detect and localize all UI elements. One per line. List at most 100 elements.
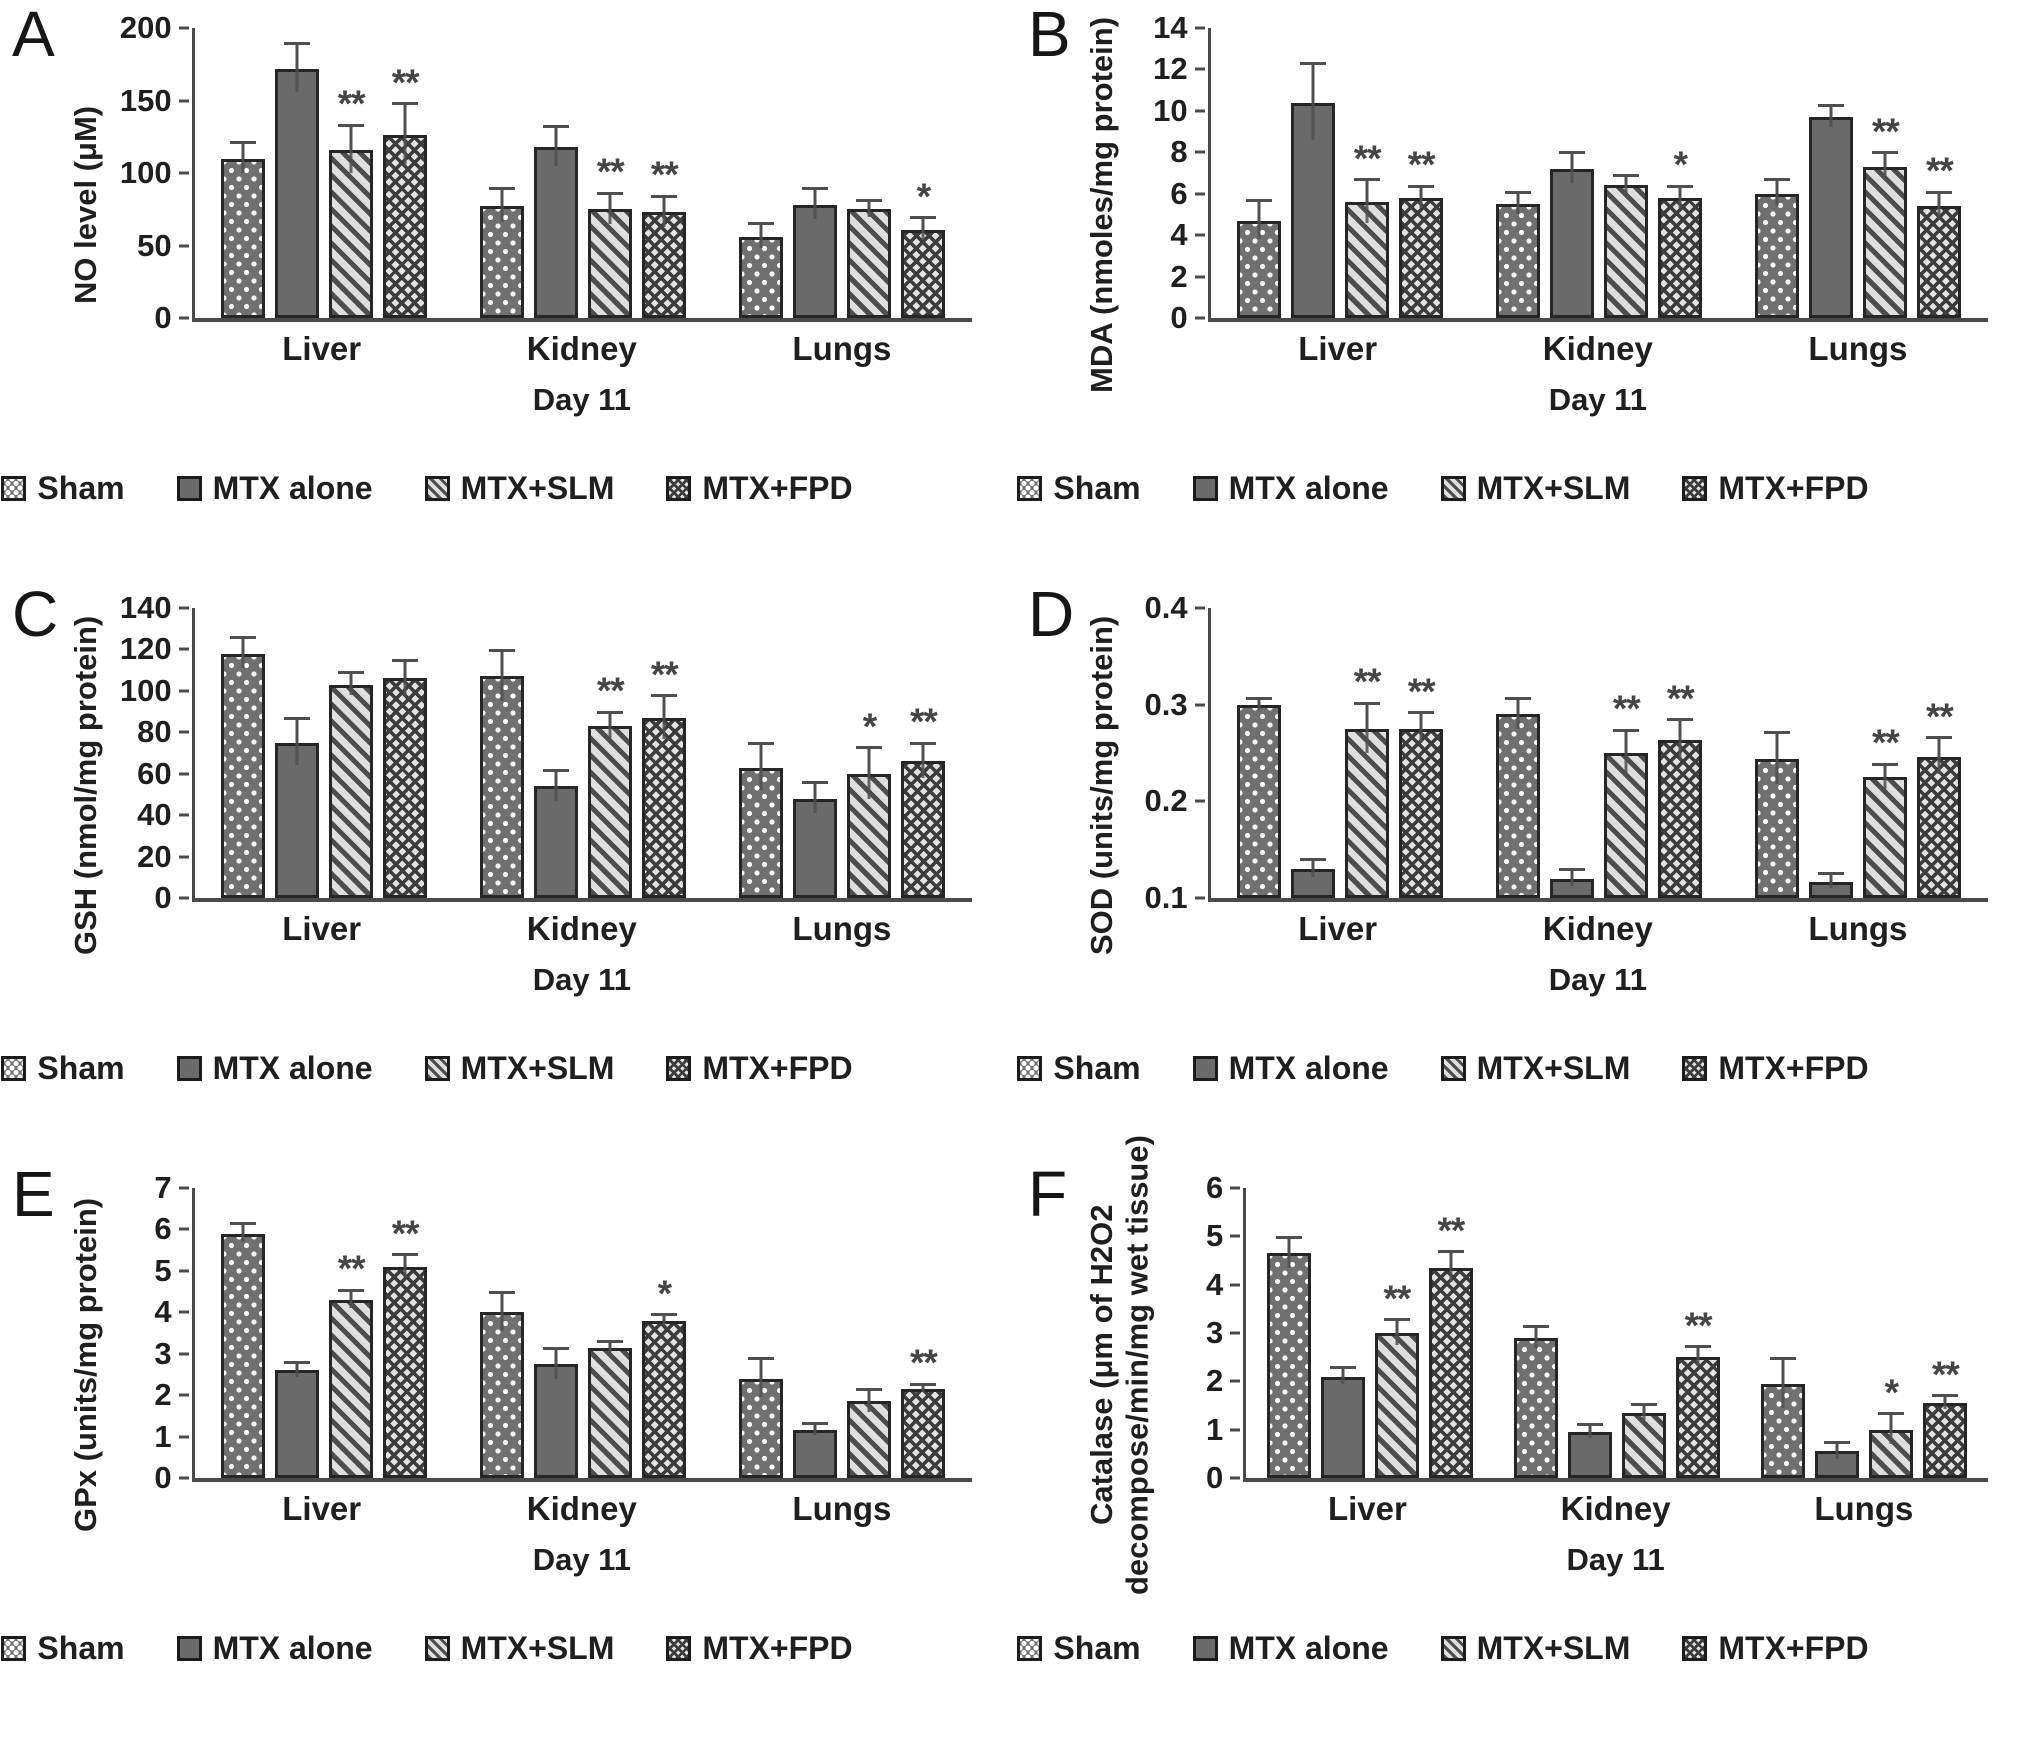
- significance-marker: **: [1666, 677, 1695, 719]
- significance-marker: **: [337, 83, 366, 125]
- error-bar-cap: [392, 1253, 419, 1257]
- significance-marker: **: [1872, 111, 1900, 153]
- legend-item-sham: Sham: [1017, 1050, 1141, 1087]
- error-bar: [921, 744, 925, 762]
- error-bar-lower: [554, 1364, 558, 1379]
- error-bar-lower: [608, 209, 612, 224]
- panel-c: C GSH (nmol/mg protein) 0 20 40 60 80 100 120 1…: [0, 580, 1016, 1160]
- legend-label: Sham: [1053, 1050, 1141, 1086]
- y-tick-label: 140: [120, 590, 192, 626]
- bar-mtx-fpd-liver: **: [383, 1215, 428, 1478]
- x-axis-title: Day 11: [1548, 962, 1647, 997]
- bar-fill: [275, 1370, 320, 1478]
- significance-marker: **: [1383, 1277, 1411, 1319]
- bar-group-kidney: ** **: [480, 28, 687, 318]
- bar-fill: [1676, 1357, 1721, 1478]
- y-tick-label: 4: [1170, 217, 1207, 253]
- bar-group-lungs: ** **: [1755, 28, 1962, 318]
- error-bar-cap: [1408, 184, 1435, 188]
- y-axis-title: GSH (nmol/mg protein): [68, 615, 103, 955]
- error-bar: [241, 1225, 245, 1234]
- error-bar: [1419, 714, 1423, 729]
- bar-fill: [1496, 204, 1541, 318]
- plot-area: ** ** * **: [191, 608, 972, 902]
- error-bar-lower: [1624, 753, 1628, 775]
- legend-swatch-mtx-alone-icon: [1192, 476, 1218, 501]
- legend-swatch-mtx-alone-icon: [1192, 1056, 1218, 1081]
- error-bar-cap: [802, 187, 829, 191]
- legend-swatch-sham-icon: [1, 476, 27, 501]
- error-bar-lower: [1588, 1432, 1592, 1438]
- error-bar-cap: [1437, 1250, 1464, 1254]
- x-category-label: Kidney: [526, 1490, 637, 1527]
- error-bar: [921, 1385, 925, 1389]
- bar-mtx-fpd-lungs: **: [1917, 152, 1962, 318]
- error-bar-lower: [241, 653, 245, 669]
- bar-fill: [1604, 185, 1649, 318]
- error-bar: [1257, 202, 1261, 221]
- error-bar: [1835, 1444, 1839, 1452]
- error-bar-cap: [748, 1356, 775, 1360]
- panel-letter: D: [1028, 578, 1075, 650]
- bar-group-kidney: *: [1496, 28, 1703, 318]
- bar-mtx-alone-liver: [275, 42, 320, 318]
- significance-marker: **: [1684, 1305, 1713, 1347]
- bar-mtx-fpd-liver: **: [1428, 1212, 1473, 1478]
- significance-marker: **: [1926, 150, 1954, 192]
- error-bar-lower: [1883, 166, 1887, 180]
- error-bar-lower: [500, 676, 504, 702]
- error-bar-cap: [1505, 696, 1532, 700]
- bar-fill: [642, 717, 687, 898]
- error-bar-lower: [1883, 777, 1887, 789]
- bar-sham-kidney: [1496, 190, 1541, 318]
- bar-mtx-slm-kidney: **: [1604, 690, 1649, 898]
- error-bar-lower: [867, 1401, 871, 1412]
- error-bar: [1365, 181, 1369, 202]
- bar-fill: [1917, 206, 1962, 318]
- bar-sham-liver: [1237, 696, 1282, 898]
- error-bar-lower: [241, 1233, 245, 1242]
- error-bar-lower: [1678, 197, 1682, 209]
- bar-fill: [1863, 166, 1908, 318]
- error-bar-lower: [1516, 204, 1520, 215]
- x-axis-categories: Liver Kidney Lungs: [192, 330, 972, 368]
- y-tick-label: 60: [137, 756, 191, 792]
- error-bar-lower: [241, 158, 245, 173]
- legend: Sham MTX alone MTX+SLM MTX+FPD: [1017, 1630, 2032, 1667]
- y-tick-label: 120: [120, 631, 192, 667]
- bar-mtx-slm-lungs: *: [1869, 1374, 1914, 1478]
- error-bar-cap: [1408, 711, 1435, 715]
- y-axis: 0 2 4 6 8 10 12 14: [1120, 10, 1208, 335]
- panel-letter: C: [12, 578, 59, 650]
- bar-fill: [1604, 753, 1649, 898]
- error-bar-cap: [1667, 718, 1694, 722]
- legend-label: MTX+SLM: [460, 1630, 615, 1666]
- significance-marker: **: [1612, 688, 1641, 730]
- bar-mtx-fpd-kidney: *: [1658, 146, 1703, 318]
- bar-mtx-slm-lungs: *: [847, 707, 892, 898]
- error-bar-lower: [813, 204, 817, 220]
- error-bar: [241, 144, 245, 159]
- error-bar: [1781, 1359, 1785, 1384]
- bar-fill: [1568, 1432, 1613, 1478]
- error-bar: [867, 202, 871, 210]
- legend-swatch-sham-icon: [1, 1636, 27, 1661]
- bar-group-liver: ** **: [1266, 1188, 1473, 1478]
- error-bar-lower: [921, 1388, 925, 1393]
- error-bar-lower: [1696, 1357, 1700, 1366]
- error-bar-lower: [867, 209, 871, 217]
- error-bar: [1937, 193, 1941, 207]
- bar-fill: [1345, 728, 1390, 898]
- bar-fill: [1809, 117, 1854, 318]
- error-bar-lower: [1570, 168, 1574, 184]
- bar-fill: [588, 209, 633, 318]
- error-bar-lower: [1257, 704, 1261, 710]
- error-bar-lower: [1516, 714, 1520, 729]
- legend-item-sham: Sham: [1, 1630, 125, 1667]
- significance-marker: **: [1353, 661, 1382, 703]
- significance-marker: **: [910, 1342, 938, 1384]
- significance-marker: **: [1872, 722, 1900, 764]
- error-bar: [1624, 731, 1628, 753]
- error-bar: [1311, 65, 1315, 103]
